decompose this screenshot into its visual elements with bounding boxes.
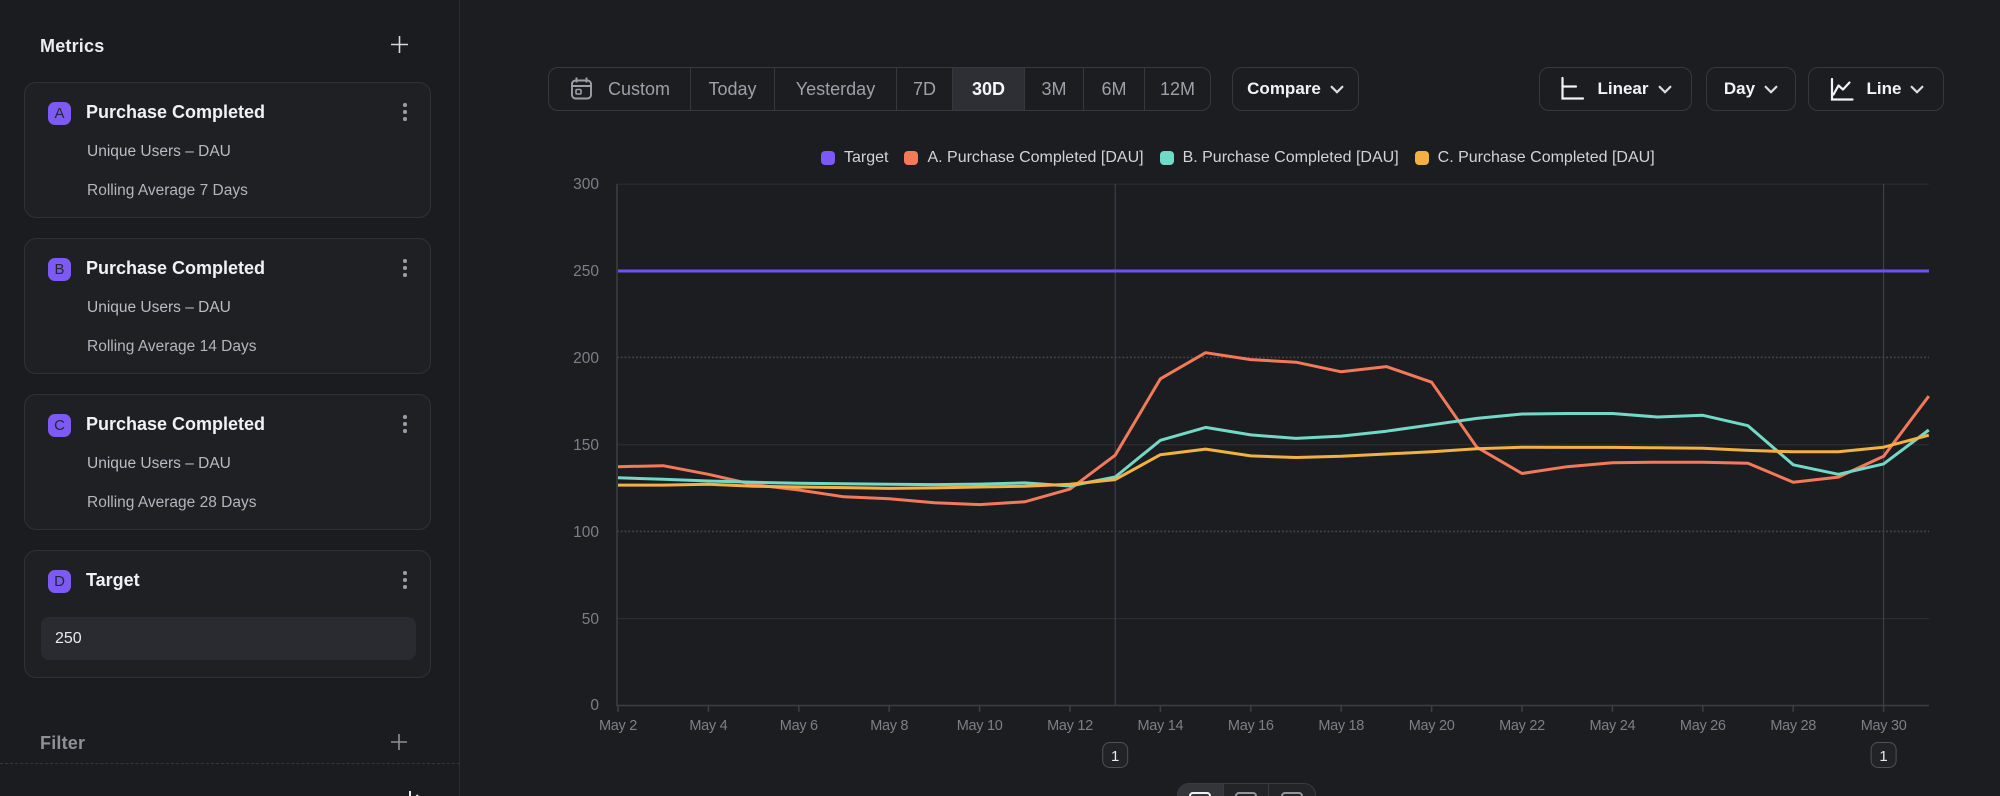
svg-text:May 24: May 24: [1590, 718, 1636, 734]
svg-text:May 10: May 10: [957, 718, 1003, 734]
svg-text:May 8: May 8: [870, 718, 908, 734]
svg-text:May 2: May 2: [599, 718, 637, 734]
svg-text:May 12: May 12: [1047, 718, 1093, 734]
svg-text:50: 50: [582, 611, 600, 628]
svg-text:May 14: May 14: [1138, 718, 1184, 734]
svg-text:250: 250: [573, 263, 599, 280]
svg-text:May 20: May 20: [1409, 718, 1455, 734]
svg-text:May 22: May 22: [1499, 718, 1545, 734]
svg-text:1: 1: [1879, 748, 1887, 765]
svg-text:1: 1: [1111, 748, 1119, 765]
svg-text:300: 300: [573, 176, 599, 193]
svg-text:May 30: May 30: [1861, 718, 1907, 734]
svg-text:100: 100: [573, 524, 599, 541]
svg-text:May 18: May 18: [1318, 718, 1364, 734]
svg-text:May 6: May 6: [780, 718, 818, 734]
svg-text:150: 150: [573, 437, 599, 454]
svg-text:200: 200: [573, 350, 599, 367]
svg-text:May 28: May 28: [1770, 718, 1816, 734]
svg-text:May 16: May 16: [1228, 718, 1274, 734]
svg-text:0: 0: [590, 697, 599, 714]
svg-text:May 26: May 26: [1680, 718, 1726, 734]
svg-text:May 4: May 4: [689, 718, 727, 734]
